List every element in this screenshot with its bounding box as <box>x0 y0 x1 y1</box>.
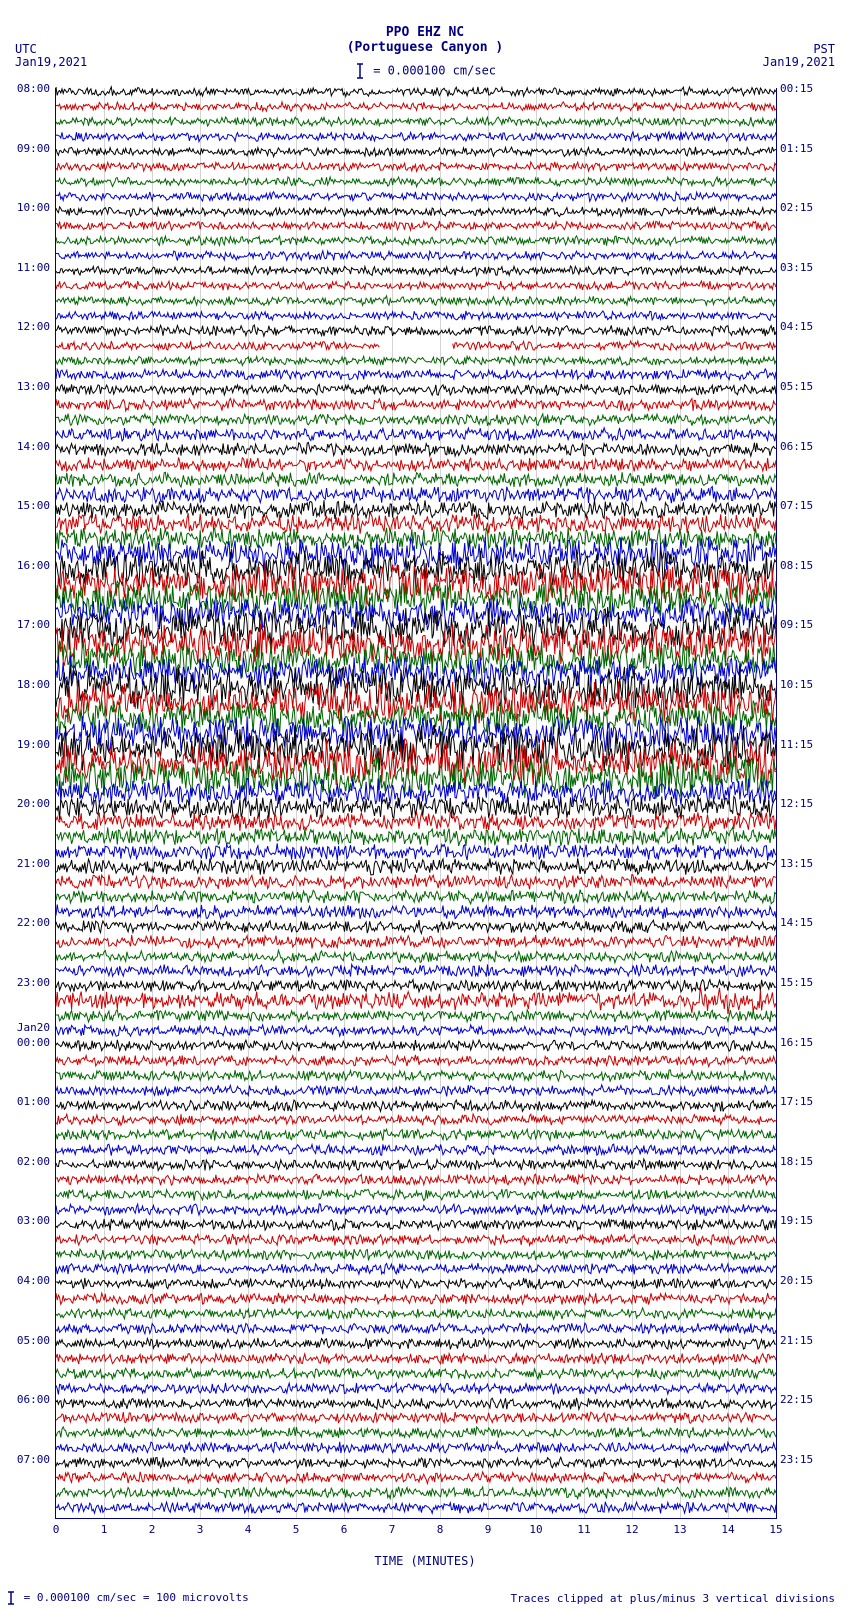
footer-scale: = 0.000100 cm/sec = 100 microvolts <box>5 1591 249 1605</box>
station-code: PPO EHZ NC <box>0 25 850 40</box>
y-label-left: 01:00 <box>2 1095 50 1108</box>
timezone-right: PST <box>813 42 835 56</box>
y-label-right: 02:15 <box>780 201 813 214</box>
x-axis-label: TIME (MINUTES) <box>0 1554 850 1568</box>
y-label-left: 00:00 <box>2 1036 50 1049</box>
y-label-left: 17:00 <box>2 618 50 631</box>
y-label-right: 16:15 <box>780 1036 813 1049</box>
y-label-right: 23:15 <box>780 1453 813 1466</box>
seismogram-plot: 0123456789101112131415 <box>55 88 777 1519</box>
y-label-left: 09:00 <box>2 142 50 155</box>
y-label-left: 19:00 <box>2 738 50 751</box>
y-label-right: 14:15 <box>780 916 813 929</box>
y-label-right: 05:15 <box>780 380 813 393</box>
y-label-left: 07:00 <box>2 1453 50 1466</box>
y-label-left: 14:00 <box>2 440 50 453</box>
y-label-right: 00:15 <box>780 82 813 95</box>
y-label-right: 20:15 <box>780 1274 813 1287</box>
y-label-right: 21:15 <box>780 1334 813 1347</box>
y-label-right: 18:15 <box>780 1155 813 1168</box>
y-label-right: 04:15 <box>780 320 813 333</box>
y-label-right: 13:15 <box>780 857 813 870</box>
y-label-left: 04:00 <box>2 1274 50 1287</box>
seismic-trace <box>56 1463 776 1552</box>
y-label-left: 06:00 <box>2 1393 50 1406</box>
y-label-left: 03:00 <box>2 1214 50 1227</box>
y-label-left: 10:00 <box>2 201 50 214</box>
footer-scale-icon <box>5 1591 17 1605</box>
y-label-left: 18:00 <box>2 678 50 691</box>
y-label-left: 02:00 <box>2 1155 50 1168</box>
y-label-right: 17:15 <box>780 1095 813 1108</box>
footer-clip-note: Traces clipped at plus/minus 3 vertical … <box>510 1592 835 1605</box>
y-label-left: 13:00 <box>2 380 50 393</box>
y-label-left: 12:00 <box>2 320 50 333</box>
y-label-right: 19:15 <box>780 1214 813 1227</box>
y-label-right: 07:15 <box>780 499 813 512</box>
y-label-right: 12:15 <box>780 797 813 810</box>
y-label-right: 09:15 <box>780 618 813 631</box>
seismogram-container: PPO EHZ NC (Portuguese Canyon ) = 0.0001… <box>0 0 850 1613</box>
y-label-left: 05:00 <box>2 1334 50 1347</box>
y-label-left: 15:00 <box>2 499 50 512</box>
y-label-right: 15:15 <box>780 976 813 989</box>
y-label-right: 01:15 <box>780 142 813 155</box>
y-label-left: 08:00 <box>2 82 50 95</box>
y-label-right: 08:15 <box>780 559 813 572</box>
y-label-left: 11:00 <box>2 261 50 274</box>
y-label-right: 10:15 <box>780 678 813 691</box>
y-label-right: 11:15 <box>780 738 813 751</box>
timezone-left: UTC <box>15 42 37 56</box>
y-label-left: 22:00 <box>2 916 50 929</box>
y-label-right: 03:15 <box>780 261 813 274</box>
y-label-right: 06:15 <box>780 440 813 453</box>
y-label-left: 21:00 <box>2 857 50 870</box>
y-label-left: 16:00 <box>2 559 50 572</box>
y-label-right: 22:15 <box>780 1393 813 1406</box>
footer-left-text: = 0.000100 cm/sec = 100 microvolts <box>24 1591 249 1604</box>
y-label-left: Jan20 <box>2 1021 50 1034</box>
y-label-left: 20:00 <box>2 797 50 810</box>
y-label-left: 23:00 <box>2 976 50 989</box>
